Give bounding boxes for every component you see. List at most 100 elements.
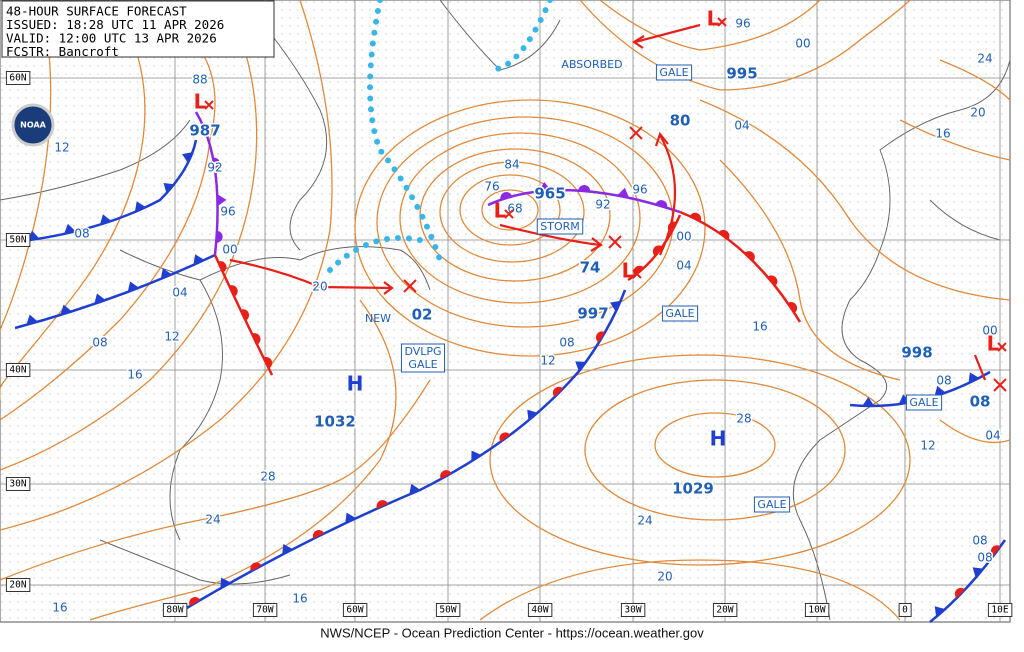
annotation: GALE: [665, 307, 694, 320]
developing-label: GALE: [408, 358, 437, 371]
isobar-label: 12: [164, 330, 179, 344]
front-semicircle: [552, 386, 564, 398]
front-triangle: [968, 372, 980, 384]
longitude-label: 20W: [716, 605, 733, 616]
label-box: [5, 578, 31, 592]
label-box: [661, 305, 699, 322]
label-box: [804, 603, 830, 617]
front-semicircle: [229, 285, 238, 297]
front-line: [679, 210, 802, 323]
front-semicircle: [440, 470, 452, 480]
front-semicircle: [213, 157, 220, 170]
front-triangle: [527, 409, 538, 421]
front-semicircle: [595, 331, 606, 343]
center-pressure: 1029: [672, 480, 714, 498]
coastlines: [0, 0, 1011, 621]
front-semicircle: [240, 309, 249, 321]
label-box: [712, 603, 738, 617]
pressure-value: 02: [412, 306, 433, 324]
isobar-label: 08: [972, 534, 987, 548]
isobar-label: 00: [676, 230, 691, 244]
isobar-label: 88: [192, 73, 207, 87]
isobar-label: 04: [734, 119, 749, 133]
label-box: [342, 603, 368, 617]
front-line: [14, 253, 216, 330]
front-triangle: [345, 512, 356, 524]
isobar-label: 24: [977, 52, 992, 66]
front-triangle: [282, 543, 293, 555]
front-semicircle: [312, 530, 325, 539]
front-triangle: [160, 268, 172, 279]
annotation: ABSORBED: [561, 58, 622, 71]
isobar-label: 16: [52, 601, 67, 615]
front-triangle: [163, 182, 175, 194]
logo-text: NOAA: [20, 121, 46, 130]
isobar-label: 84: [504, 158, 519, 172]
front-triangle: [610, 300, 621, 312]
front-triangle: [60, 304, 72, 315]
front-triangle: [217, 194, 227, 207]
label-box: [753, 496, 791, 513]
label-box: [5, 233, 31, 247]
front-triangle: [575, 361, 587, 372]
isobar-label: 20: [312, 280, 327, 294]
isobar-label: 08: [977, 551, 992, 565]
front-semicircle: [376, 500, 389, 509]
center-pressure: 1032: [314, 413, 356, 431]
header-line: 48-HOUR SURFACE FORECAST: [6, 4, 187, 19]
isobar-label: 12: [920, 439, 935, 453]
longitude-label: 0: [902, 605, 908, 616]
isobar-label: 92: [595, 198, 610, 212]
label-box: [620, 603, 646, 617]
isobar-label: 20: [657, 570, 672, 584]
center-mark: [997, 342, 1007, 352]
front-semicircle: [578, 184, 591, 192]
front-semicircle: [499, 432, 511, 442]
isobar-label: 08: [74, 227, 89, 241]
front-triangle: [617, 187, 629, 198]
isobar-label: 00: [982, 324, 997, 338]
front-semicircle: [500, 192, 513, 200]
front-line: [487, 188, 681, 214]
center-pressure: 997: [577, 305, 608, 323]
header-box: [1, 0, 275, 58]
forecast-positions: [403, 126, 1007, 392]
map-frame: [0, 0, 1011, 623]
isobar-label: 20: [970, 106, 985, 120]
front-triangle: [220, 577, 231, 589]
track-arrows: [229, 23, 987, 381]
isobar-label: 00: [795, 37, 810, 51]
longitude-label: 50W: [439, 605, 456, 616]
label-box: [536, 218, 584, 235]
isobar-label: 04: [676, 259, 691, 273]
front-triangle: [193, 254, 205, 265]
latitude-label: 60N: [9, 73, 26, 84]
isobar-label: 96: [220, 205, 235, 219]
front-triangle: [972, 567, 984, 578]
front-semicircle: [787, 302, 798, 314]
developing-label: DVLPG: [404, 345, 441, 358]
center-mark: [717, 17, 727, 27]
front-triangle: [538, 181, 551, 192]
isobar-label: 96: [632, 183, 647, 197]
front-semicircle: [954, 587, 966, 599]
front-triangle: [934, 606, 946, 618]
center-symbol: L: [194, 90, 207, 114]
isobar-label: 16: [752, 320, 767, 334]
pressure-value: 74: [580, 259, 601, 277]
header-line: VALID: 12:00 UTC 13 APR 2026: [6, 31, 217, 46]
latitude-label: 40N: [9, 365, 26, 376]
center-symbol: L: [622, 259, 635, 283]
label-box: [527, 603, 553, 617]
front-semicircle: [689, 212, 702, 222]
isobar-label: 96: [735, 17, 750, 31]
center-mark: [504, 209, 514, 219]
label-box: [898, 603, 912, 617]
annotation: NEW: [365, 312, 391, 325]
header-line: ISSUED: 18:28 UTC 11 APR 2026: [6, 17, 224, 32]
isobar-label: 16: [127, 368, 142, 382]
longitude-label: 60W: [346, 605, 363, 616]
front-semicircle: [218, 261, 227, 273]
label-box: [252, 603, 278, 617]
isobar-label: 24: [637, 514, 652, 528]
